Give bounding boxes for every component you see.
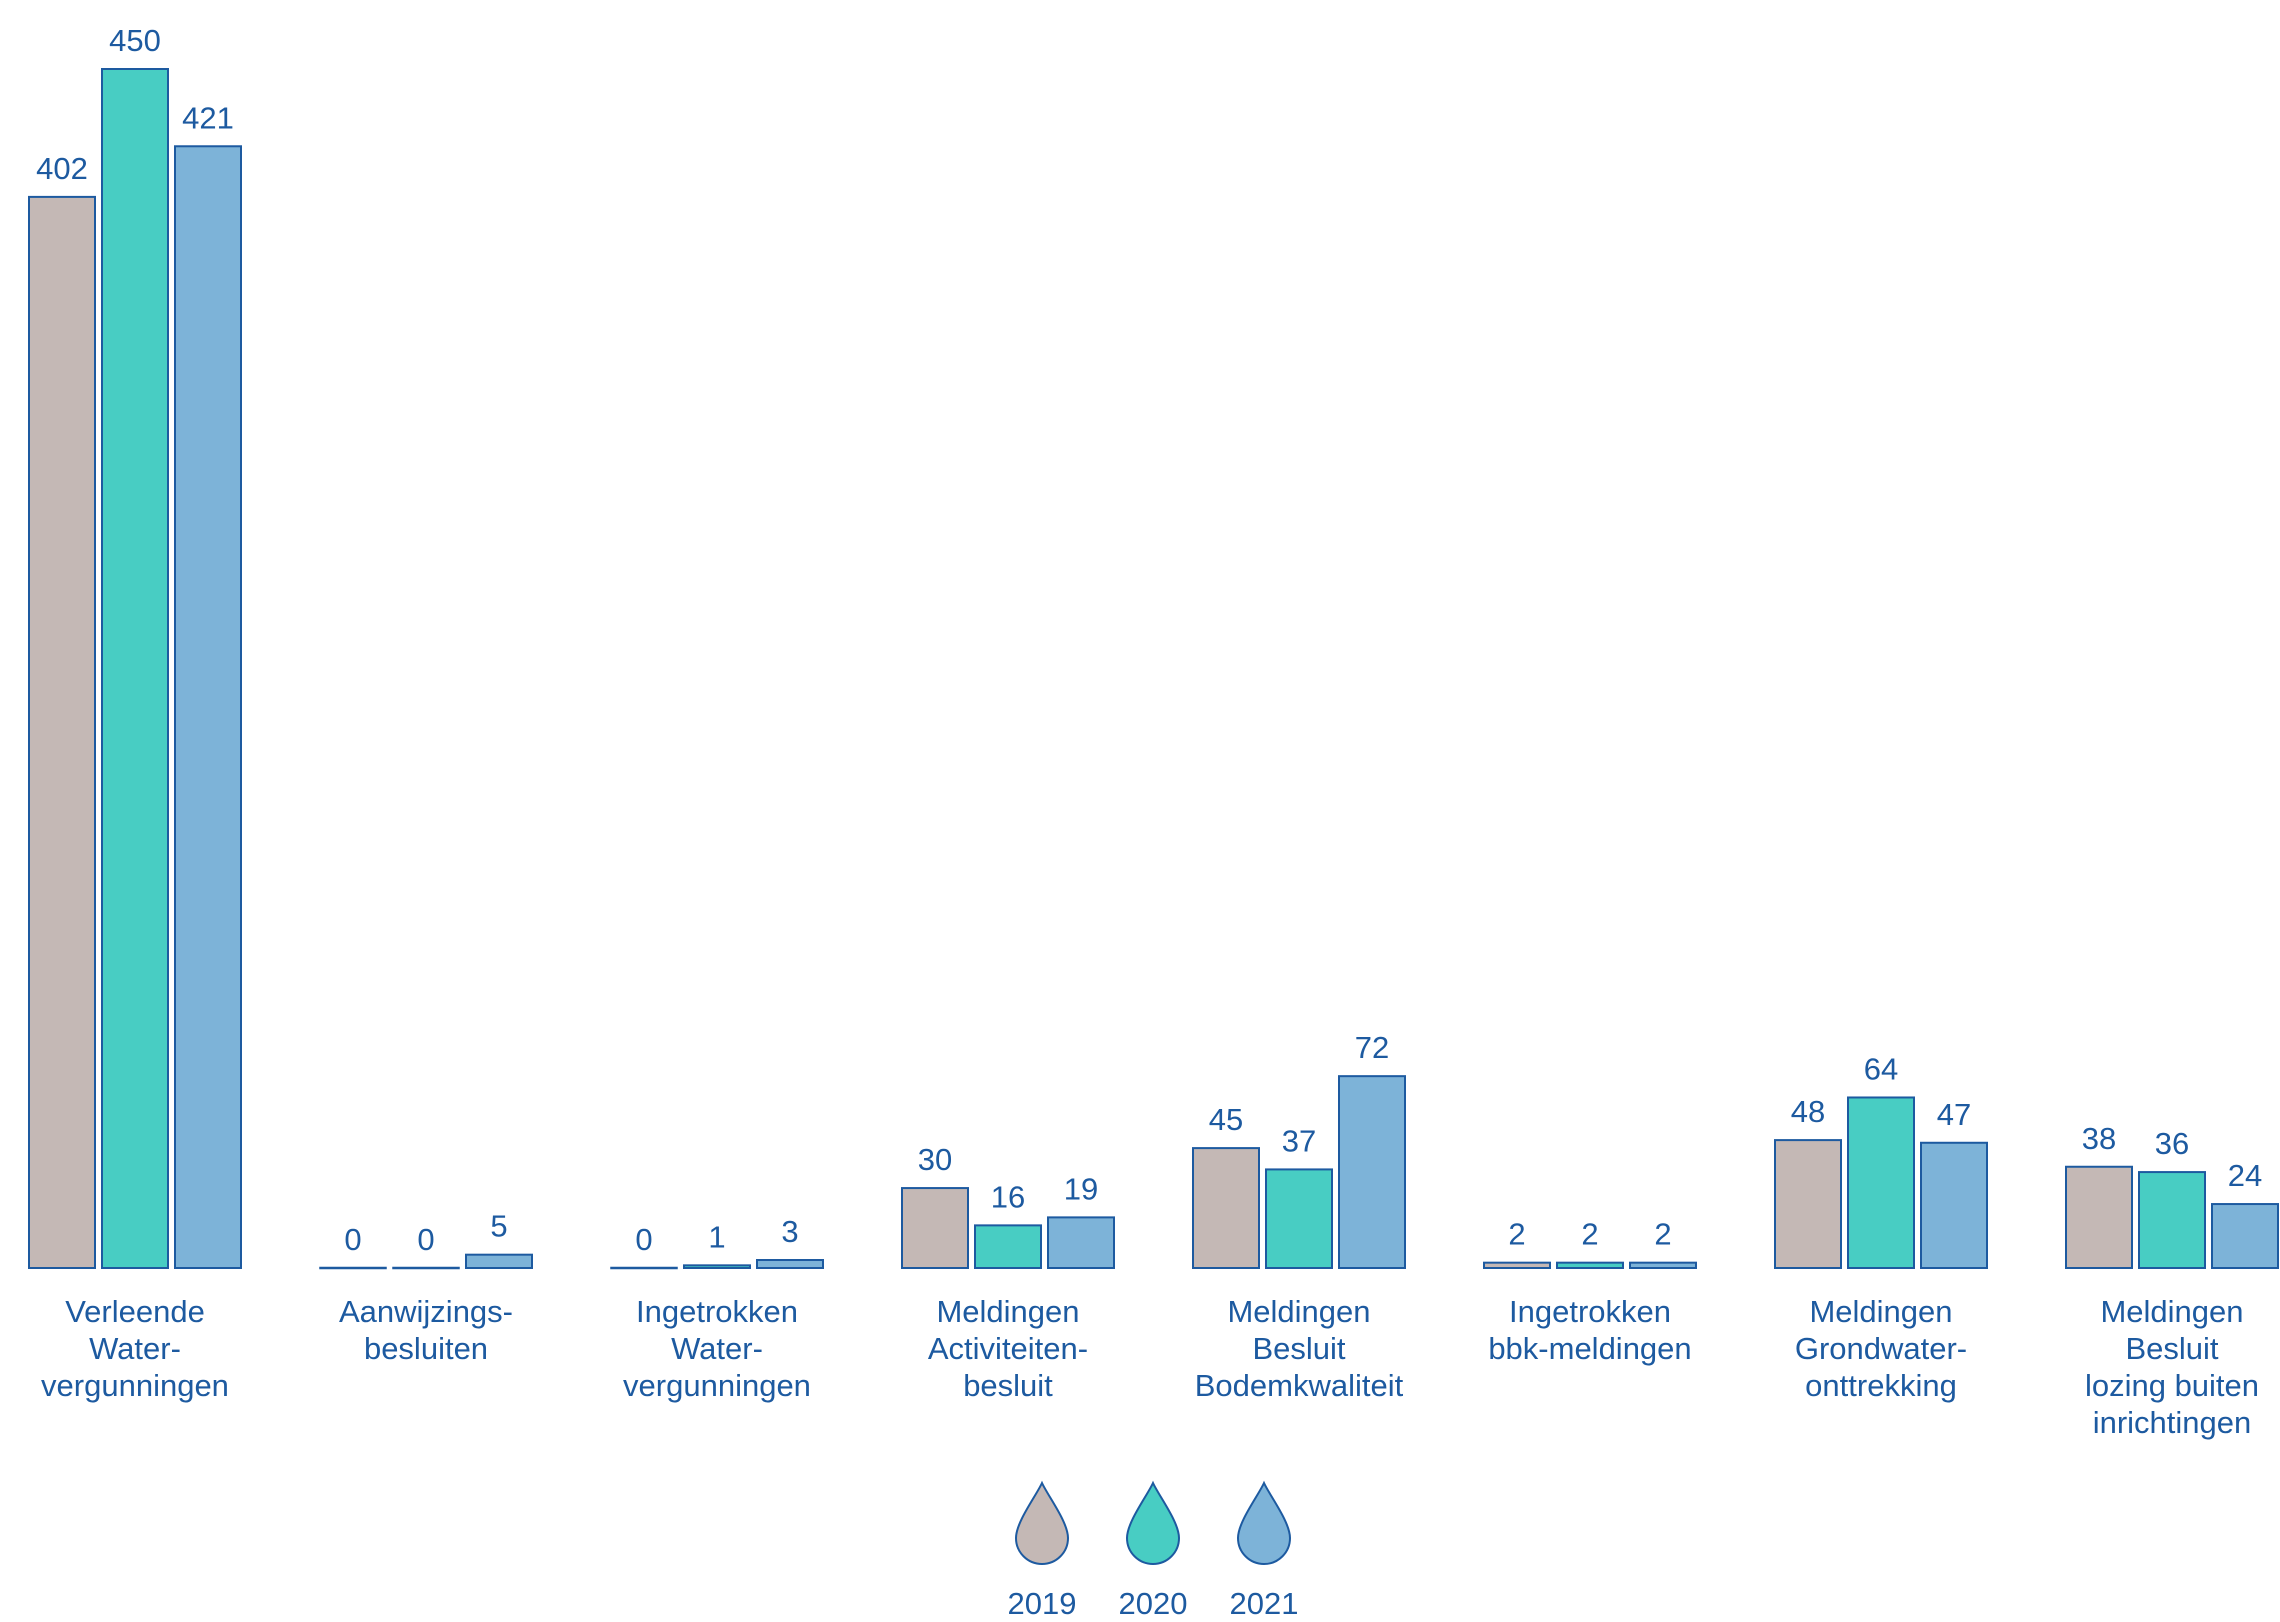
- bar-2020-1: [392, 1266, 460, 1270]
- legend-item-2020: 2020: [1119, 1480, 1188, 1621]
- bar-2021-6: [1920, 1141, 1988, 1270]
- category-label-4-line-2: Bodemkwaliteit: [1195, 1368, 1404, 1403]
- category-label-0-line-2: vergunningen: [41, 1368, 229, 1403]
- value-label-2020-3: 16: [991, 1179, 1025, 1214]
- bar-2020-0: [101, 68, 169, 1269]
- category-label-2-line-2: vergunningen: [623, 1368, 811, 1403]
- value-label-2021-6: 47: [1937, 1097, 1971, 1132]
- bar-2020-4: [1265, 1168, 1333, 1269]
- category-label-7-line-1: Besluit: [2125, 1331, 2218, 1366]
- category-label-2-line-0: Ingetrokken: [636, 1294, 798, 1329]
- value-label-2019-5: 2: [1508, 1217, 1525, 1252]
- category-label-5-line-1: bbk-meldingen: [1488, 1331, 1691, 1366]
- legend-item-2019: 2019: [1008, 1480, 1077, 1621]
- value-label-2021-5: 2: [1654, 1217, 1671, 1252]
- category-label-4-line-1: Besluit: [1252, 1331, 1345, 1366]
- bar-2020-3: [974, 1224, 1042, 1270]
- value-label-2020-1: 0: [417, 1222, 434, 1257]
- category-label-6-line-0: Meldingen: [1809, 1294, 1952, 1329]
- legend-label-2021: 2021: [1230, 1586, 1299, 1621]
- drop-icon: [1125, 1480, 1181, 1565]
- bar-2021-1: [465, 1253, 533, 1269]
- bar-2019-5: [1483, 1261, 1551, 1270]
- bar-2019-2: [610, 1266, 678, 1270]
- category-label-1-line-0: Aanwijzings-: [339, 1294, 513, 1329]
- drop-icon: [1236, 1480, 1292, 1565]
- category-labels-layer: VerleendeWater-vergunningenAanwijzings-b…: [41, 1294, 2259, 1440]
- bar-2019-6: [1774, 1139, 1842, 1270]
- value-label-2020-0: 450: [109, 23, 161, 58]
- bar-2021-0: [174, 145, 242, 1269]
- category-label-0-line-1: Water-: [89, 1331, 181, 1366]
- category-label-4-line-0: Meldingen: [1227, 1294, 1370, 1329]
- bars-layer: [28, 68, 2279, 1270]
- bar-2019-0: [28, 195, 96, 1270]
- value-label-2019-3: 30: [918, 1142, 952, 1177]
- value-label-2019-1: 0: [344, 1222, 361, 1257]
- category-label-0-line-0: Verleende: [65, 1294, 205, 1329]
- value-label-2020-5: 2: [1581, 1217, 1598, 1252]
- bar-2019-1: [319, 1266, 387, 1270]
- category-label-2-line-1: Water-: [671, 1331, 763, 1366]
- value-label-2020-7: 36: [2155, 1126, 2189, 1161]
- category-label-7-line-3: inrichtingen: [2093, 1405, 2252, 1440]
- legend-label-2020: 2020: [1119, 1586, 1188, 1621]
- value-label-2021-1: 5: [490, 1209, 507, 1244]
- category-label-7-line-0: Meldingen: [2100, 1294, 2243, 1329]
- category-label-3-line-0: Meldingen: [936, 1294, 1079, 1329]
- value-label-2019-4: 45: [1209, 1102, 1243, 1137]
- value-label-2020-6: 64: [1864, 1051, 1898, 1086]
- value-label-2019-7: 38: [2082, 1121, 2116, 1156]
- category-label-6-line-1: Grondwater-: [1795, 1331, 1967, 1366]
- category-label-6-line-2: onttrekking: [1805, 1368, 1957, 1403]
- value-label-2019-6: 48: [1791, 1094, 1825, 1129]
- bar-2021-7: [2211, 1203, 2279, 1270]
- bar-2019-7: [2065, 1165, 2133, 1269]
- value-label-2019-0: 402: [36, 151, 88, 186]
- bar-2021-3: [1047, 1216, 1115, 1270]
- legend-item-2021: 2021: [1230, 1480, 1299, 1621]
- drop-icon: [1014, 1480, 1070, 1565]
- bar-2020-2: [683, 1264, 751, 1270]
- value-label-2021-4: 72: [1355, 1030, 1389, 1065]
- category-label-5-line-0: Ingetrokken: [1509, 1294, 1671, 1329]
- bar-2020-7: [2138, 1171, 2206, 1269]
- value-label-2021-2: 3: [781, 1214, 798, 1249]
- value-label-2021-7: 24: [2228, 1158, 2262, 1193]
- value-label-2021-0: 421: [182, 100, 234, 135]
- bar-2019-3: [901, 1187, 969, 1269]
- bar-2021-2: [756, 1259, 824, 1270]
- bar-2021-5: [1629, 1261, 1697, 1270]
- category-label-7-line-2: lozing buiten: [2085, 1368, 2259, 1403]
- value-label-2021-3: 19: [1064, 1171, 1098, 1206]
- bar-2019-4: [1192, 1147, 1260, 1269]
- bar-2021-4: [1338, 1075, 1406, 1270]
- bar-2020-6: [1847, 1096, 1915, 1270]
- category-label-3-line-2: besluit: [963, 1368, 1053, 1403]
- category-label-1-line-1: besluiten: [364, 1331, 488, 1366]
- value-labels-layer: 402 450 421 0 0 5 0 1 3 30 16 19 45 37 72 2 2 2 48 64 47 38 36…: [36, 23, 2262, 1257]
- category-label-3-line-1: Activiteiten-: [928, 1331, 1088, 1366]
- value-label-2020-2: 1: [708, 1219, 725, 1254]
- bar-2020-5: [1556, 1261, 1624, 1270]
- legend: 2019 2020 2021: [1008, 1480, 1299, 1621]
- value-label-2019-2: 0: [635, 1222, 652, 1257]
- legend-label-2019: 2019: [1008, 1586, 1077, 1621]
- value-label-2020-4: 37: [1282, 1123, 1316, 1158]
